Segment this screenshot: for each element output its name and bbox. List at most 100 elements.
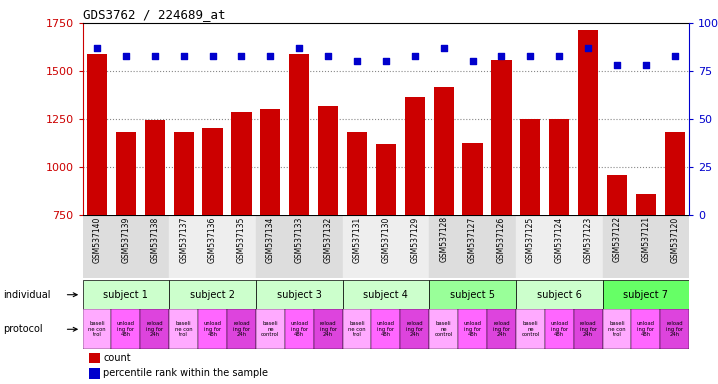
Bar xyxy=(487,309,516,349)
Bar xyxy=(314,215,342,278)
Bar xyxy=(231,112,251,215)
Point xyxy=(495,53,507,59)
Text: GSM537121: GSM537121 xyxy=(641,216,651,262)
Bar xyxy=(83,309,111,349)
Bar xyxy=(116,131,136,215)
Text: subject 5: subject 5 xyxy=(450,290,495,300)
Bar xyxy=(140,215,169,278)
Text: GSM537135: GSM537135 xyxy=(237,216,246,263)
Bar xyxy=(401,309,429,349)
Text: baseli
ne
control: baseli ne control xyxy=(261,321,279,337)
Bar xyxy=(198,309,227,349)
Bar xyxy=(549,119,569,215)
Bar xyxy=(429,215,458,278)
Text: GSM537130: GSM537130 xyxy=(381,216,391,263)
Bar xyxy=(83,280,169,309)
Bar xyxy=(285,215,314,278)
Text: unload
ing for
48h: unload ing for 48h xyxy=(377,321,395,337)
Text: GSM537134: GSM537134 xyxy=(266,216,275,263)
Text: GSM537136: GSM537136 xyxy=(208,216,217,263)
Bar xyxy=(256,309,285,349)
Bar xyxy=(521,119,541,215)
Bar xyxy=(574,309,602,349)
Text: GSM537127: GSM537127 xyxy=(468,216,477,263)
Point xyxy=(640,62,652,68)
Bar xyxy=(174,131,194,215)
Bar xyxy=(371,309,401,349)
Bar xyxy=(260,109,281,215)
Text: GDS3762 / 224689_at: GDS3762 / 224689_at xyxy=(83,8,225,21)
Bar xyxy=(371,215,401,278)
Text: GSM537140: GSM537140 xyxy=(93,216,101,263)
Text: GSM537124: GSM537124 xyxy=(555,216,564,263)
Bar xyxy=(83,215,111,278)
Bar xyxy=(491,60,512,215)
Bar xyxy=(88,353,100,363)
Point xyxy=(207,53,218,59)
Bar xyxy=(574,215,602,278)
Text: GSM537133: GSM537133 xyxy=(295,216,304,263)
Text: subject 7: subject 7 xyxy=(623,290,668,300)
Text: baseli
ne
control: baseli ne control xyxy=(434,321,453,337)
Bar xyxy=(169,280,256,309)
Text: GSM537137: GSM537137 xyxy=(180,216,188,263)
Bar xyxy=(602,215,632,278)
Text: reload
ing for
24h: reload ing for 24h xyxy=(666,321,684,337)
Text: GSM537138: GSM537138 xyxy=(150,216,159,263)
Text: reload
ing for
24h: reload ing for 24h xyxy=(406,321,424,337)
Point xyxy=(91,45,103,51)
Bar xyxy=(202,127,223,215)
Bar xyxy=(516,280,602,309)
Point xyxy=(178,53,190,59)
Text: GSM537123: GSM537123 xyxy=(584,216,592,263)
Bar xyxy=(289,54,309,215)
Text: subject 2: subject 2 xyxy=(190,290,235,300)
Point xyxy=(525,53,536,59)
Bar xyxy=(458,215,487,278)
Text: reload
ing for
24h: reload ing for 24h xyxy=(320,321,337,337)
Bar xyxy=(198,215,227,278)
Point xyxy=(467,58,478,65)
Bar xyxy=(347,131,367,215)
Point xyxy=(351,58,363,65)
Bar xyxy=(140,309,169,349)
Bar xyxy=(578,30,598,215)
Bar xyxy=(342,309,371,349)
Bar xyxy=(169,309,198,349)
Text: baseli
ne
control: baseli ne control xyxy=(521,321,539,337)
Bar xyxy=(376,144,396,215)
Text: GSM537131: GSM537131 xyxy=(353,216,362,263)
Bar xyxy=(661,215,689,278)
Point xyxy=(294,45,305,51)
Point xyxy=(236,53,247,59)
Text: subject 4: subject 4 xyxy=(363,290,409,300)
Text: GSM537129: GSM537129 xyxy=(410,216,419,263)
Point xyxy=(265,53,276,59)
Text: GSM537126: GSM537126 xyxy=(497,216,506,263)
Bar xyxy=(429,280,516,309)
Point xyxy=(322,53,334,59)
Point xyxy=(149,53,161,59)
Bar xyxy=(342,280,429,309)
Point xyxy=(120,53,131,59)
Text: reload
ing for
24h: reload ing for 24h xyxy=(493,321,510,337)
Text: percentile rank within the sample: percentile rank within the sample xyxy=(103,368,269,378)
Bar xyxy=(318,106,338,215)
Bar xyxy=(665,131,685,215)
Bar xyxy=(516,309,545,349)
Text: GSM537122: GSM537122 xyxy=(612,216,622,262)
Point xyxy=(409,53,421,59)
Point xyxy=(582,45,594,51)
Bar xyxy=(256,280,342,309)
Text: GSM537132: GSM537132 xyxy=(324,216,332,263)
Text: GSM537120: GSM537120 xyxy=(671,216,679,263)
Bar xyxy=(169,215,198,278)
Text: GSM537128: GSM537128 xyxy=(439,216,448,262)
Text: unload
ing for
48h: unload ing for 48h xyxy=(550,321,568,337)
Bar xyxy=(429,309,458,349)
Bar xyxy=(602,280,689,309)
Bar xyxy=(256,215,285,278)
Text: subject 3: subject 3 xyxy=(277,290,322,300)
Bar xyxy=(401,215,429,278)
Text: individual: individual xyxy=(4,290,51,300)
